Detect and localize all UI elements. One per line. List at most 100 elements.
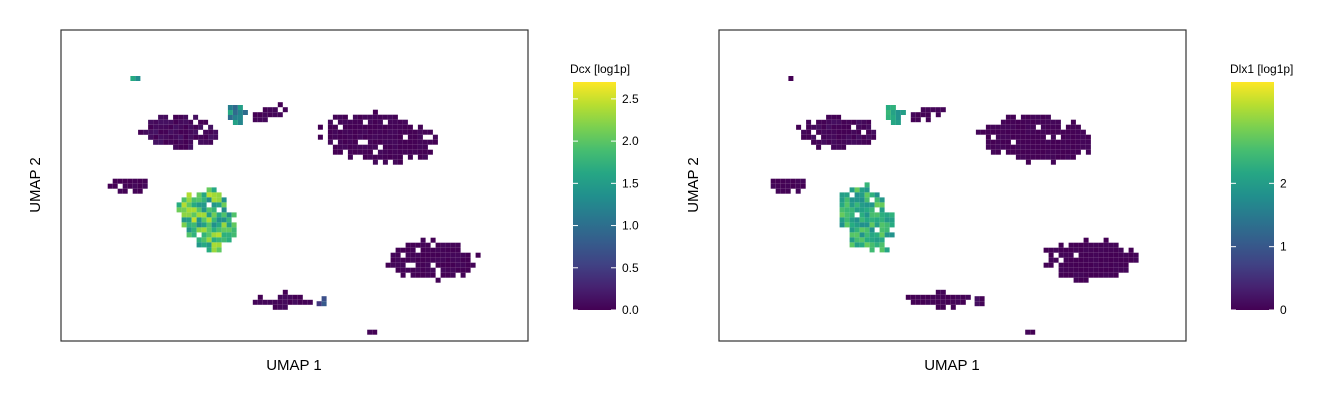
dlx1-cell-c5 <box>935 294 941 300</box>
dcx-cell-c3 <box>422 129 428 135</box>
dlx1-cell-c4 <box>1083 242 1089 248</box>
dlx1-cell-c0 <box>844 222 850 228</box>
dcx-cell-c4 <box>445 257 451 263</box>
dlx1-cell-c5 <box>960 299 966 305</box>
dcx-cell-c4 <box>440 272 446 278</box>
dlx1-cell-c4 <box>1093 262 1099 268</box>
dlx1-cell-c1 <box>846 124 852 130</box>
dcx-cell-c3 <box>397 124 403 130</box>
dcx-cell-c3 <box>352 149 358 155</box>
dcx-cell-c3 <box>382 139 388 145</box>
dcx-cell-c4 <box>410 272 416 278</box>
dcx-cell-c0 <box>196 227 202 233</box>
dcx-cell-c3 <box>427 149 433 155</box>
dlx1-cell-c1 <box>841 134 847 140</box>
dlx1-cell-c5 <box>935 289 941 295</box>
dcx-cell-c3 <box>392 124 398 130</box>
dlx1-cell-layer <box>770 76 1139 335</box>
dlx1-cell-c4 <box>1123 252 1129 258</box>
dcx-cell-c4 <box>450 247 456 253</box>
dlx1-cell-c3 <box>1010 124 1016 130</box>
dlx1-cell-c3 <box>1035 139 1041 145</box>
dcx-cell-c0 <box>191 197 197 203</box>
dcx-cell-c0 <box>196 192 202 198</box>
dcx-cell-c0 <box>216 192 222 198</box>
dcx-cell-c1 <box>163 114 169 120</box>
dlx1-cell-c4 <box>1088 242 1094 248</box>
dlx1-cell-c4 <box>1078 277 1084 283</box>
dlx1-colorbar-title: Dlx1 [log1p] <box>1230 62 1293 76</box>
dcx-cell-c0 <box>181 212 187 218</box>
dcx-cell-c3 <box>352 114 358 120</box>
dcx-cell-c3 <box>407 124 413 130</box>
dcx-cell-c3 <box>367 114 373 120</box>
dcx-cell-c6 <box>272 107 278 113</box>
dcx-cell-c5 <box>302 299 308 305</box>
dcx-cell-c4 <box>400 247 406 253</box>
dlx1-cell-c3 <box>990 124 996 130</box>
dlx1-cell-c3 <box>1025 149 1031 155</box>
dlx1-cell-c4 <box>1103 267 1109 273</box>
dlx1-cell-c3 <box>1020 154 1026 160</box>
dcx-cell-c5 <box>277 299 283 305</box>
dcx-cell-c0 <box>196 202 202 208</box>
dcx-cell-c1 <box>203 129 209 135</box>
dcx-cell-c4 <box>415 262 421 268</box>
dlx1-cell-c3 <box>1010 149 1016 155</box>
dcx-cell-c4 <box>460 262 466 268</box>
dcx-cell-c0 <box>181 202 187 208</box>
dcx-cell-c6 <box>257 117 263 123</box>
dcx-cell-c4 <box>435 262 441 268</box>
dlx1-cell-c0 <box>854 222 860 228</box>
dlx1-cell-c4 <box>1118 267 1124 273</box>
dcx-cell-c1 <box>183 114 189 120</box>
dcx-cell-c0 <box>211 222 217 228</box>
dlx1-cell-c3 <box>995 139 1001 145</box>
dlx1-cell-c0 <box>849 187 855 193</box>
dlx1-cell-c3 <box>1040 119 1046 125</box>
dlx1-cell-c6 <box>935 112 941 118</box>
dlx1-cell-c4 <box>1103 242 1109 248</box>
dcx-cell-c3 <box>407 139 413 145</box>
dcx-cell-c0 <box>196 197 202 203</box>
dlx1-cell-c4 <box>1048 252 1054 258</box>
dcx-cell-c0 <box>226 212 232 218</box>
dcx-cell-c0 <box>181 217 187 223</box>
dlx1-cell-c4 <box>1053 247 1059 253</box>
dcx-cell-c4 <box>430 247 436 253</box>
dcx-cell-c4 <box>425 242 431 248</box>
dcx-cell-c4 <box>445 242 451 248</box>
dlx1-cell-c4 <box>1118 247 1124 253</box>
dcx-cell-c2 <box>237 105 243 110</box>
dcx-cell-c4 <box>430 267 436 273</box>
dlx1-cell-c3 <box>1020 149 1026 155</box>
dlx1-cell-c1 <box>821 124 827 130</box>
dcx-cell-c1 <box>163 119 169 125</box>
dlx1-cell-c4 <box>1128 252 1134 258</box>
dlx1-cell-c0 <box>844 197 850 203</box>
dcx-cell-c3 <box>342 119 348 125</box>
dcx-cell-c7 <box>132 188 138 194</box>
dcx-cell-c2 <box>237 120 243 125</box>
dlx1-cell-c0 <box>859 227 865 233</box>
dcx-cell-c4 <box>475 252 481 258</box>
dlx1-cell-c3 <box>1065 144 1071 150</box>
dcx-cell-c0 <box>196 222 202 228</box>
dcx-cell-c1 <box>148 124 154 130</box>
dlx1-cell-c3 <box>1050 159 1056 165</box>
dcx-cell-c3 <box>372 134 378 140</box>
dcx-cell-c3 <box>362 144 368 150</box>
dcx-cell-c0 <box>186 207 192 213</box>
dlx1-cell-c3 <box>1080 134 1086 140</box>
dcx-cell-c3 <box>372 154 378 160</box>
dcx-cell-c1 <box>213 129 219 135</box>
dcx-cell-c1 <box>158 119 164 125</box>
dlx1-cell-c4 <box>1113 247 1119 253</box>
dlx1-cell-c0 <box>874 222 880 228</box>
dcx-cell-c3 <box>397 139 403 145</box>
dlx1-cell-c1 <box>831 134 837 140</box>
dcx-cell-c6 <box>267 112 273 118</box>
dlx1-cell-c0 <box>839 217 845 223</box>
dlx1-cell-c4 <box>1103 237 1109 243</box>
dlx1-cell-c3 <box>1005 144 1011 150</box>
